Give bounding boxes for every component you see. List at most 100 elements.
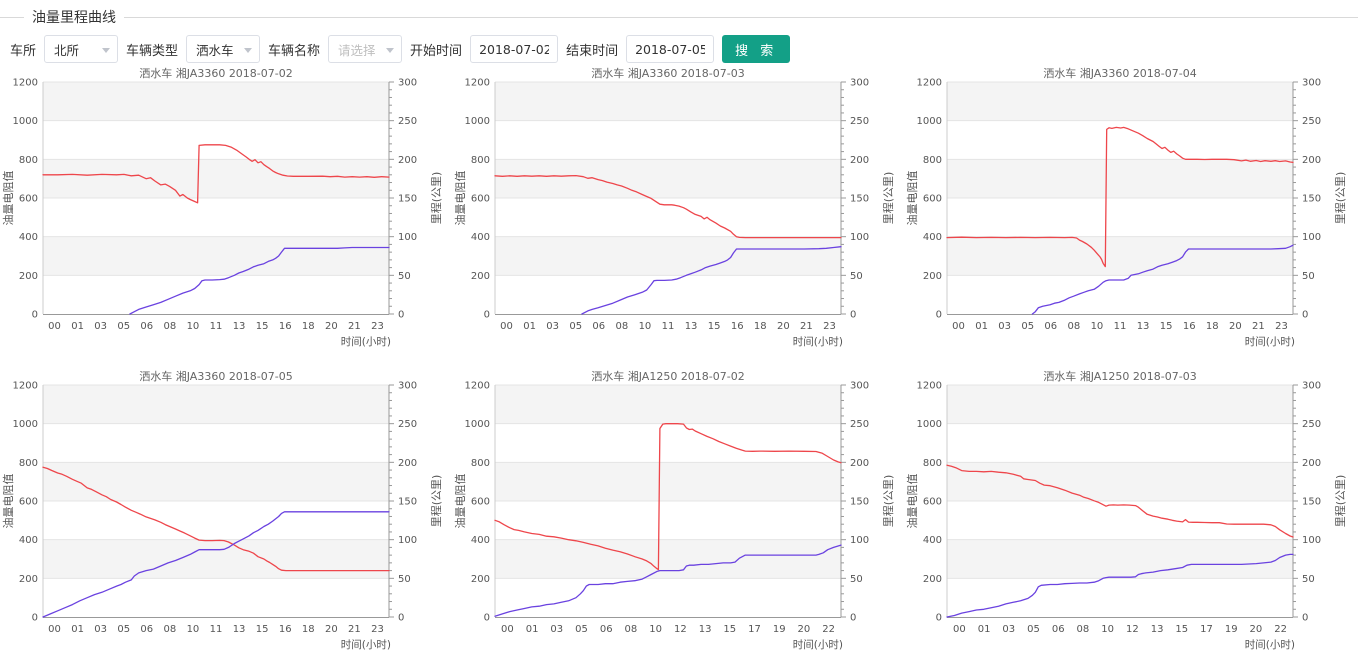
- chart-canvas[interactable]: 0200400600800100012000501001502002503000…: [904, 369, 1356, 663]
- svg-text:12: 12: [1126, 624, 1139, 635]
- svg-text:16: 16: [731, 321, 744, 332]
- chart-cell: 0 200 400 600 800 1000 1200 0 50 100 150 200 250 300 0…: [452, 66, 904, 362]
- svg-text:300: 300: [398, 381, 417, 392]
- svg-text:10: 10: [639, 321, 652, 332]
- svg-text:洒水车 湘JA3360 2018-07-05: 洒水车 湘JA3360 2018-07-05: [139, 369, 293, 383]
- svg-text:1000: 1000: [465, 419, 490, 430]
- svg-text:里程(公里): 里程(公里): [1334, 172, 1347, 225]
- filter-bar: 车所 北所 车辆类型 洒水车 车辆名称 请选择 开始时间 结束时间 搜 索: [10, 34, 1358, 64]
- svg-text:300: 300: [1302, 78, 1321, 89]
- svg-text:16: 16: [279, 321, 292, 332]
- svg-text:20: 20: [325, 321, 338, 332]
- svg-text:20: 20: [777, 321, 790, 332]
- svg-text:200: 200: [850, 458, 869, 469]
- svg-text:0: 0: [850, 310, 856, 321]
- svg-text:50: 50: [398, 271, 411, 282]
- svg-text:1000: 1000: [13, 419, 38, 430]
- chevron-down-icon: [102, 48, 111, 53]
- svg-text:50: 50: [1302, 574, 1315, 585]
- svg-text:13: 13: [1137, 321, 1150, 332]
- svg-text:时间(小时): 时间(小时): [793, 335, 843, 348]
- chevron-down-icon: [244, 48, 253, 53]
- svg-text:150: 150: [398, 194, 417, 205]
- svg-text:23: 23: [371, 321, 384, 332]
- svg-text:0: 0: [484, 310, 490, 321]
- svg-text:15: 15: [256, 624, 269, 635]
- svg-text:13: 13: [699, 624, 712, 635]
- chart-cell: 0 200 400 600 800 1000 1200 0 50 100 150 200 250 300 0…: [0, 66, 452, 362]
- svg-text:05: 05: [575, 624, 588, 635]
- svg-text:400: 400: [19, 232, 38, 243]
- svg-text:0: 0: [936, 613, 942, 624]
- svg-text:06: 06: [1052, 624, 1065, 635]
- chart-canvas[interactable]: 0200400600800100012000501001502002503000…: [452, 369, 904, 663]
- vehicle-name-select[interactable]: 请选择: [328, 35, 403, 63]
- svg-text:600: 600: [923, 497, 942, 508]
- svg-text:100: 100: [1302, 535, 1321, 546]
- vehicle-type-select-value: 洒水车: [196, 42, 234, 58]
- svg-text:23: 23: [371, 624, 384, 635]
- svg-text:22: 22: [1274, 624, 1287, 635]
- svg-text:250: 250: [850, 116, 869, 127]
- svg-text:400: 400: [471, 232, 490, 243]
- svg-text:00: 00: [48, 321, 61, 332]
- svg-text:洒水车 湘JA3360 2018-07-03: 洒水车 湘JA3360 2018-07-03: [591, 66, 745, 80]
- svg-text:11: 11: [210, 624, 223, 635]
- svg-text:150: 150: [850, 497, 869, 508]
- svg-text:0: 0: [1302, 613, 1308, 624]
- start-date-label: 开始时间: [410, 43, 463, 59]
- charts-grid: 0 200 400 600 800 1000 1200 0 50 100 150 200 250 300 0…: [0, 66, 1358, 663]
- svg-text:23: 23: [823, 321, 836, 332]
- svg-text:03: 03: [550, 624, 563, 635]
- chart-canvas[interactable]: 0200400600800100012000501001502002503000…: [0, 66, 452, 362]
- start-date-input[interactable]: [470, 35, 559, 63]
- svg-text:250: 250: [1302, 116, 1321, 127]
- vehicle-name-select-placeholder: 请选择: [338, 42, 376, 58]
- svg-text:18: 18: [302, 321, 315, 332]
- svg-text:21: 21: [348, 321, 361, 332]
- svg-text:600: 600: [19, 497, 38, 508]
- divider-line-right: [124, 16, 1358, 18]
- chart-canvas[interactable]: 0200400600800100012000501001502002503000…: [904, 66, 1356, 362]
- svg-text:800: 800: [923, 458, 942, 469]
- svg-text:08: 08: [163, 624, 176, 635]
- svg-text:21: 21: [348, 624, 361, 635]
- svg-text:200: 200: [471, 574, 490, 585]
- svg-text:200: 200: [471, 271, 490, 282]
- end-date-input[interactable]: [626, 35, 715, 63]
- svg-text:13: 13: [685, 321, 698, 332]
- svg-text:1200: 1200: [917, 381, 942, 392]
- svg-text:10: 10: [1091, 321, 1104, 332]
- svg-text:200: 200: [1302, 458, 1321, 469]
- svg-text:03: 03: [94, 624, 107, 635]
- station-select[interactable]: 北所: [44, 35, 119, 63]
- chart-canvas[interactable]: 0200400600800100012000501001502002503000…: [0, 369, 452, 663]
- svg-text:600: 600: [471, 497, 490, 508]
- svg-text:00: 00: [48, 624, 61, 635]
- svg-text:06: 06: [140, 321, 153, 332]
- svg-text:600: 600: [471, 194, 490, 205]
- svg-text:08: 08: [625, 624, 638, 635]
- svg-text:1200: 1200: [917, 78, 942, 89]
- svg-text:300: 300: [398, 78, 417, 89]
- svg-text:200: 200: [1302, 155, 1321, 166]
- svg-text:00: 00: [953, 624, 966, 635]
- chart-canvas[interactable]: 0200400600800100012000501001502002503000…: [452, 66, 904, 362]
- svg-text:18: 18: [1206, 321, 1219, 332]
- svg-text:01: 01: [978, 624, 991, 635]
- vehicle-type-select[interactable]: 洒水车: [186, 35, 261, 63]
- search-button[interactable]: 搜 索: [722, 35, 791, 63]
- svg-text:50: 50: [850, 574, 863, 585]
- svg-text:时间(小时): 时间(小时): [793, 638, 843, 651]
- svg-text:300: 300: [850, 381, 869, 392]
- svg-text:15: 15: [708, 321, 721, 332]
- svg-text:400: 400: [923, 232, 942, 243]
- svg-text:21: 21: [800, 321, 813, 332]
- divider-line-left: [0, 16, 24, 18]
- svg-text:22: 22: [822, 624, 835, 635]
- svg-text:06: 06: [600, 624, 613, 635]
- svg-text:150: 150: [850, 194, 869, 205]
- svg-text:11: 11: [1114, 321, 1127, 332]
- svg-text:0: 0: [1302, 310, 1308, 321]
